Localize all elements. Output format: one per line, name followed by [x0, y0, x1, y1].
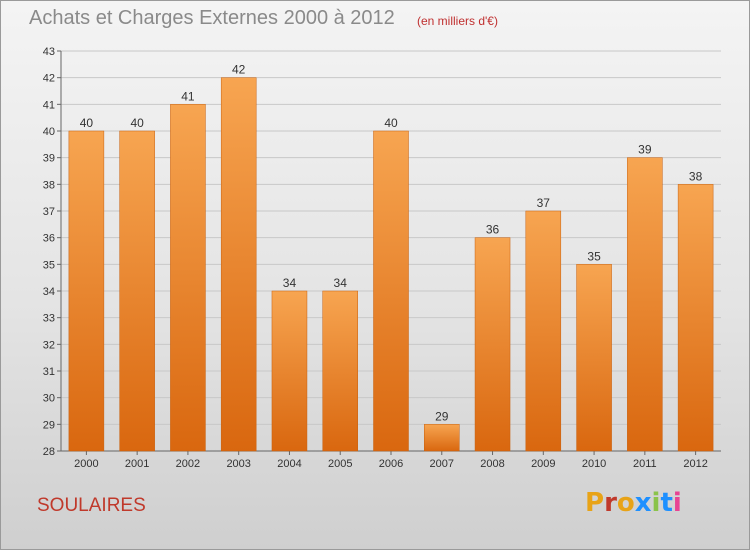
chart-title: Achats et Charges Externes 2000 à 2012: [29, 7, 395, 29]
y-tick-label: 41: [43, 99, 55, 111]
data-label: 35: [587, 249, 601, 263]
bar: [424, 424, 460, 452]
bar: [525, 210, 562, 452]
y-tick-label: 31: [43, 366, 55, 378]
bar: [373, 130, 409, 452]
logo-letter: o: [616, 488, 635, 518]
x-tick-label: 2001: [125, 458, 149, 470]
data-label: 40: [384, 116, 398, 130]
x-tick-label: 2000: [74, 458, 98, 470]
y-tick-label: 36: [43, 233, 55, 245]
data-label: 40: [80, 116, 94, 130]
bars: [68, 77, 714, 452]
y-tick-label: 34: [43, 286, 55, 298]
bar: [322, 290, 358, 452]
data-label: 34: [283, 276, 297, 290]
y-tick-label: 38: [43, 179, 55, 191]
logo-letter: r: [604, 488, 617, 518]
x-tick-label: 2006: [379, 458, 403, 470]
data-label: 29: [435, 409, 449, 423]
data-label: 41: [181, 89, 195, 103]
data-label: 36: [486, 223, 500, 237]
bar: [119, 130, 155, 452]
data-label: 38: [689, 169, 703, 183]
y-tick-label: 39: [43, 153, 55, 165]
bar: [474, 237, 511, 452]
y-tick-label: 35: [43, 259, 55, 271]
data-label: 34: [334, 276, 348, 290]
y-tick-label: 32: [43, 339, 55, 351]
data-label: 42: [232, 63, 246, 77]
bar: [68, 130, 105, 452]
x-tick-label: 2008: [480, 458, 504, 470]
logo-letter: P: [585, 488, 605, 518]
y-tick-label: 33: [43, 313, 55, 325]
data-label: 40: [130, 116, 144, 130]
y-tick-label: 29: [43, 419, 55, 431]
x-tick-label: 2010: [582, 458, 606, 470]
bar: [677, 184, 714, 452]
y-tick-label: 40: [43, 126, 55, 138]
y-tick-label: 43: [43, 46, 55, 58]
bar: [220, 77, 257, 452]
y-tick-label: 30: [43, 393, 55, 405]
x-tick-label: 2007: [430, 458, 454, 470]
logo-letter: t: [660, 488, 673, 518]
data-label: 39: [638, 143, 652, 157]
bar: [170, 104, 206, 452]
x-tick-label: 2005: [328, 458, 352, 470]
chart-unit: (en milliers d'€): [417, 14, 498, 28]
x-tick-label: 2004: [277, 458, 301, 470]
x-tick-label: 2002: [176, 458, 200, 470]
y-tick-label: 37: [43, 206, 55, 218]
y-tick-label: 28: [43, 446, 55, 458]
bar: [271, 290, 308, 452]
bar: [627, 157, 663, 452]
data-labels: 40 40 41 42 34 34 40 29 36 37 35 39 38: [80, 63, 703, 424]
logo-letter: i: [651, 488, 661, 518]
logo-letter: x: [634, 488, 652, 518]
y-tick-label: 42: [43, 73, 55, 85]
x-tick-label: 2009: [531, 458, 555, 470]
x-tick-label: 2003: [226, 458, 250, 470]
x-tick-label: 2011: [633, 458, 657, 470]
data-label: 37: [537, 196, 551, 210]
proxiti-logo: Proxiti: [585, 488, 695, 528]
bar: [576, 264, 612, 452]
x-tick-label: 2012: [683, 458, 707, 470]
commune-name: SOULAIRES: [37, 495, 146, 516]
logo-letter: i: [672, 488, 682, 518]
